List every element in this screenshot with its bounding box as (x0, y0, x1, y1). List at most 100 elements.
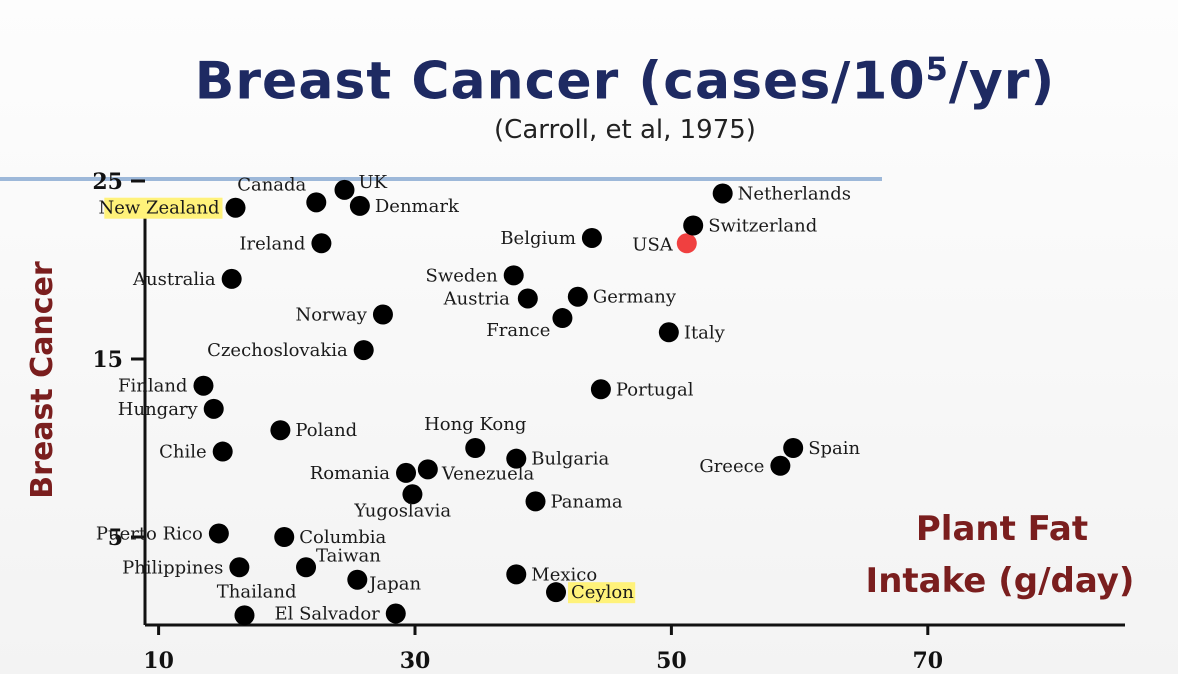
point-marker (229, 557, 250, 578)
point-marker (306, 192, 327, 213)
y-tick-label: 5 (108, 525, 123, 551)
data-point: El Salvador (274, 603, 406, 625)
point-marker (349, 195, 370, 216)
page-title: Breast Cancer (cases/105/yr) (0, 50, 1178, 111)
label-highlight (104, 197, 223, 219)
data-point: Taiwan (296, 545, 381, 578)
data-point: Czechoslovakia (207, 340, 374, 361)
point-marker (506, 564, 527, 585)
point-label: USA (632, 234, 674, 255)
x-tick-label: 50 (656, 648, 687, 674)
point-marker (770, 455, 791, 476)
point-label: Belgium (500, 228, 576, 249)
data-point: Italy (658, 322, 726, 343)
point-marker (517, 288, 538, 309)
data-point: Austria (443, 288, 538, 309)
point-label: Columbia (299, 527, 386, 548)
x-tick-label: 70 (912, 648, 943, 674)
point-marker (385, 603, 406, 624)
point-label: Mexico (531, 564, 597, 585)
label-highlight (568, 582, 636, 604)
data-point: Romania (310, 462, 417, 484)
data-point: Mexico (506, 564, 597, 585)
point-marker (525, 491, 546, 512)
data-point: Switzerland (683, 215, 817, 237)
point-marker (465, 438, 486, 458)
point-marker (402, 484, 423, 505)
point-label: Austria (443, 288, 510, 309)
point-marker (353, 340, 374, 361)
data-point: New Zealand (98, 197, 246, 219)
point-label: Venezuela (441, 463, 535, 484)
point-label: Taiwan (316, 545, 381, 566)
data-point: Puerto Rico (96, 523, 229, 544)
point-label: Japan (367, 574, 421, 595)
point-label: Panama (551, 491, 623, 512)
data-point: Bulgaria (506, 448, 609, 470)
point-marker (203, 398, 224, 419)
point-marker (234, 605, 255, 626)
data-point: Portugal (590, 379, 694, 400)
data-point: Philippines (122, 557, 250, 578)
point-label: Denmark (375, 196, 460, 217)
point-label: Australia (132, 269, 216, 290)
point-label: Ireland (239, 233, 305, 254)
point-marker (296, 557, 317, 578)
point-marker (347, 569, 368, 590)
data-point: Poland (270, 420, 357, 441)
data-point: Canada (237, 174, 327, 213)
point-marker (683, 215, 704, 236)
point-marker (676, 233, 697, 254)
point-marker (225, 197, 246, 218)
data-point: Finland (118, 375, 214, 397)
data-point: Sweden (426, 265, 524, 286)
title-divider (0, 177, 882, 181)
point-marker (658, 322, 679, 343)
data-point: Greece (699, 455, 791, 477)
data-point: Venezuela (417, 459, 535, 484)
point-marker (396, 462, 417, 483)
point-label: France (486, 320, 550, 341)
point-label: Netherlands (738, 183, 851, 204)
data-point: UK (334, 172, 388, 200)
point-marker (712, 183, 733, 204)
point-marker (270, 420, 291, 441)
y-axis-label: Breast Cancer (25, 261, 60, 499)
point-marker (334, 179, 355, 200)
data-point: Thailand (217, 581, 296, 626)
point-label: Yugoslavia (353, 500, 451, 521)
title-main: Breast Cancer (cases/10 (194, 51, 926, 112)
point-label: Czechoslovakia (207, 340, 348, 361)
point-marker (506, 448, 527, 469)
x-tick-label: 10 (143, 648, 174, 674)
point-label: Norway (295, 305, 367, 326)
point-label: Finland (118, 376, 187, 397)
point-label: Poland (295, 420, 357, 441)
point-marker (783, 438, 804, 458)
y-tick-label: 25 (92, 169, 123, 195)
data-point: Norway (295, 304, 393, 326)
point-marker (590, 379, 611, 400)
data-point: Denmark (349, 195, 460, 217)
data-point: Ireland (239, 233, 332, 254)
point-marker (311, 233, 332, 254)
point-label: Spain (808, 438, 860, 459)
point-label: Sweden (426, 265, 499, 286)
data-point: Hong Kong (424, 414, 526, 458)
point-label: Italy (684, 322, 726, 343)
point-marker (503, 265, 524, 286)
data-point: Australia (132, 268, 242, 290)
data-point: Panama (525, 491, 623, 512)
data-point: Hungary (118, 398, 224, 420)
x-tick-label: 30 (400, 648, 431, 674)
point-marker (372, 304, 393, 325)
point-label: UK (358, 172, 387, 193)
point-label: Ceylon (571, 582, 634, 603)
data-point: Japan (347, 569, 422, 595)
chart-ticks: 5 15 25 10 30 50 70 (92, 169, 943, 674)
point-marker (417, 459, 438, 480)
point-marker (546, 582, 567, 603)
point-marker (552, 308, 573, 329)
data-point: Netherlands (712, 183, 851, 204)
data-point: Yugoslavia (353, 484, 451, 521)
